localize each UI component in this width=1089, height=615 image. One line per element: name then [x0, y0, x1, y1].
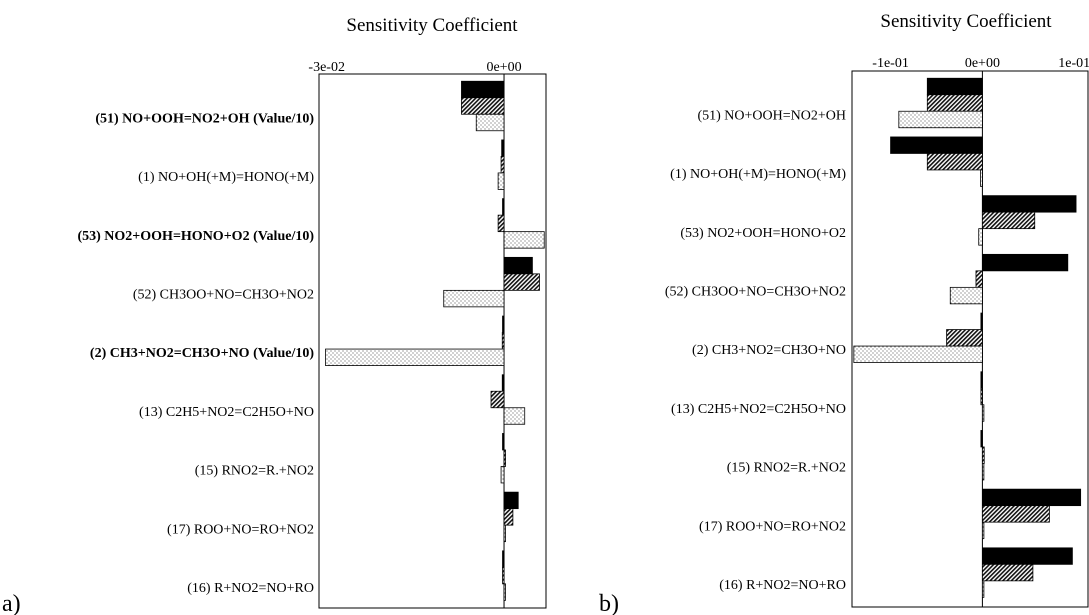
panel-b-label: b)	[599, 591, 619, 615]
panel-a-frame	[318, 73, 547, 609]
panel-b-bar-dotted	[981, 580, 985, 598]
panel-a-bar-solid	[502, 315, 505, 333]
panel-a-category-label: (1) NO+OH(+M)=HONO(+M)	[138, 170, 314, 185]
panel-b-bar-hatched	[981, 446, 985, 464]
panel-a-bar-hatched	[503, 273, 540, 291]
panel-a-bar-solid	[503, 491, 519, 510]
panel-a-bar-solid	[502, 198, 505, 216]
panel-a-bar-hatched	[503, 449, 506, 467]
panel-a-category-label: (15) RNO2=R.+NO2	[195, 464, 314, 479]
panel-a-bar-dotted	[503, 524, 506, 543]
panel-b-title: Sensitivity Coefficient	[880, 11, 1052, 32]
panel-a-bar-hatched	[461, 97, 505, 115]
panel-b-bar-hatched	[975, 270, 983, 288]
panel-b-bar-hatched	[946, 329, 983, 347]
panel-b-category-label: (1) NO+OH(+M)=HONO(+M)	[670, 167, 846, 182]
panel-b-category-label: (16) R+NO2=NO+RO	[719, 578, 846, 593]
panel-a-category-label: (16) R+NO2=NO+RO	[187, 581, 314, 596]
panel-b-bar-dotted	[981, 521, 985, 540]
panel-b-category-label: (17) ROO+NO=RO+NO2	[699, 519, 846, 534]
panel-a-label: a)	[2, 591, 21, 615]
panel-a-bar-solid	[501, 139, 505, 157]
panel-b-frame	[851, 70, 1089, 608]
panel-b-bar-solid	[926, 77, 983, 96]
panel-a-bar-hatched	[497, 214, 505, 233]
panel-b-bar-hatched	[981, 211, 1036, 230]
panel-b-bar-hatched	[981, 563, 1034, 582]
panel-b-bar-dotted	[978, 228, 983, 246]
panel-b-bar-solid	[981, 253, 1069, 272]
panel-a-bar-dotted	[497, 172, 505, 190]
panel-a-tick-label: -3e-02	[308, 60, 345, 75]
panel-a-bar-dotted	[503, 231, 545, 249]
panel-a-category-label: (2) CH3+NO2=CH3O+NO (Value/10)	[90, 346, 314, 361]
panel-a-category-label: (13) C2H5+NO2=C2H5O+NO	[139, 405, 314, 420]
panel-b-tick-label: 1e-01	[1058, 56, 1089, 71]
panel-a-bar-hatched	[500, 156, 505, 174]
panel-a-category-label: (52) CH3OO+NO=CH3O+NO2	[133, 288, 314, 303]
panel-b-bar-solid	[981, 488, 1082, 507]
panel-a-bar-dotted	[503, 407, 526, 425]
panel-a-bar-solid	[501, 374, 505, 392]
panel-b-tick-label: -1e-01	[872, 56, 909, 71]
panel-b-category-label: (15) RNO2=R.+NO2	[727, 461, 846, 476]
panel-a-bar-solid	[461, 80, 505, 99]
panel-b-bar-dotted	[980, 169, 983, 187]
panel-b-category-label: (52) CH3OO+NO=CH3O+NO2	[665, 285, 846, 300]
panel-b-bar-hatched	[926, 153, 983, 171]
panel-b-bar-dotted	[853, 345, 983, 363]
panel-b-bar-solid	[980, 430, 983, 448]
panel-a-bar-solid	[503, 256, 533, 275]
panel-a-bar-hatched	[501, 332, 505, 350]
panel-b-category-label: (2) CH3+NO2=CH3O+NO	[692, 343, 846, 358]
panel-b-bar-dotted	[898, 110, 983, 129]
panel-b-category-label: (13) C2H5+NO2=C2H5O+NO	[671, 402, 846, 417]
panel-a-tick-label: 0e+00	[486, 60, 521, 75]
panel-b-bar-solid	[981, 547, 1073, 565]
panel-a-title: Sensitivity Coefficient	[346, 15, 518, 36]
panel-b-bar-solid	[890, 136, 983, 154]
panel-b-bar-solid	[980, 371, 983, 389]
panel-b-category-label: (53) NO2+OOH=HONO+O2	[680, 226, 846, 241]
panel-a-category-label: (53) NO2+OOH=HONO+O2 (Value/10)	[77, 229, 314, 244]
panel-a-bar-dotted	[500, 466, 505, 484]
panel-b-bar-solid	[980, 312, 983, 330]
panel-a-bar-solid	[502, 550, 505, 568]
panel-a-bar-dotted	[475, 113, 505, 132]
panel-b-bar-dotted	[981, 404, 985, 422]
panel-b-bar-hatched	[981, 505, 1050, 523]
panel-b-bar-dotted	[949, 286, 983, 305]
panel-a-bar-solid	[502, 433, 505, 451]
chart-marks: -3e-02 0e+00 (51) NO+OOH=NO2+OH (Value/10)…	[77, 56, 1089, 609]
panel-b-category-label: (51) NO+OOH=NO2+OH	[697, 108, 846, 123]
panel-a-bar-dotted	[443, 289, 505, 308]
panel-b-tick-label: 0e+00	[965, 56, 1000, 71]
panel-a-category-label: (17) ROO+NO=RO+NO2	[167, 522, 314, 537]
panel-a-bar-dotted	[325, 348, 505, 366]
panel-b-bar-dotted	[981, 463, 985, 481]
panel-b-bar-solid	[981, 195, 1077, 213]
panel-a-bar-hatched	[502, 566, 505, 585]
panel-a-bar-hatched	[503, 508, 514, 526]
panel-b-bar-hatched	[926, 94, 983, 112]
panel-a-category-label: (51) NO+OOH=NO2+OH (Value/10)	[95, 111, 314, 126]
panel-a-bar-hatched	[490, 390, 505, 409]
panel-b-bar-hatched	[980, 387, 983, 406]
panel-a-bar-dotted	[503, 583, 506, 601]
